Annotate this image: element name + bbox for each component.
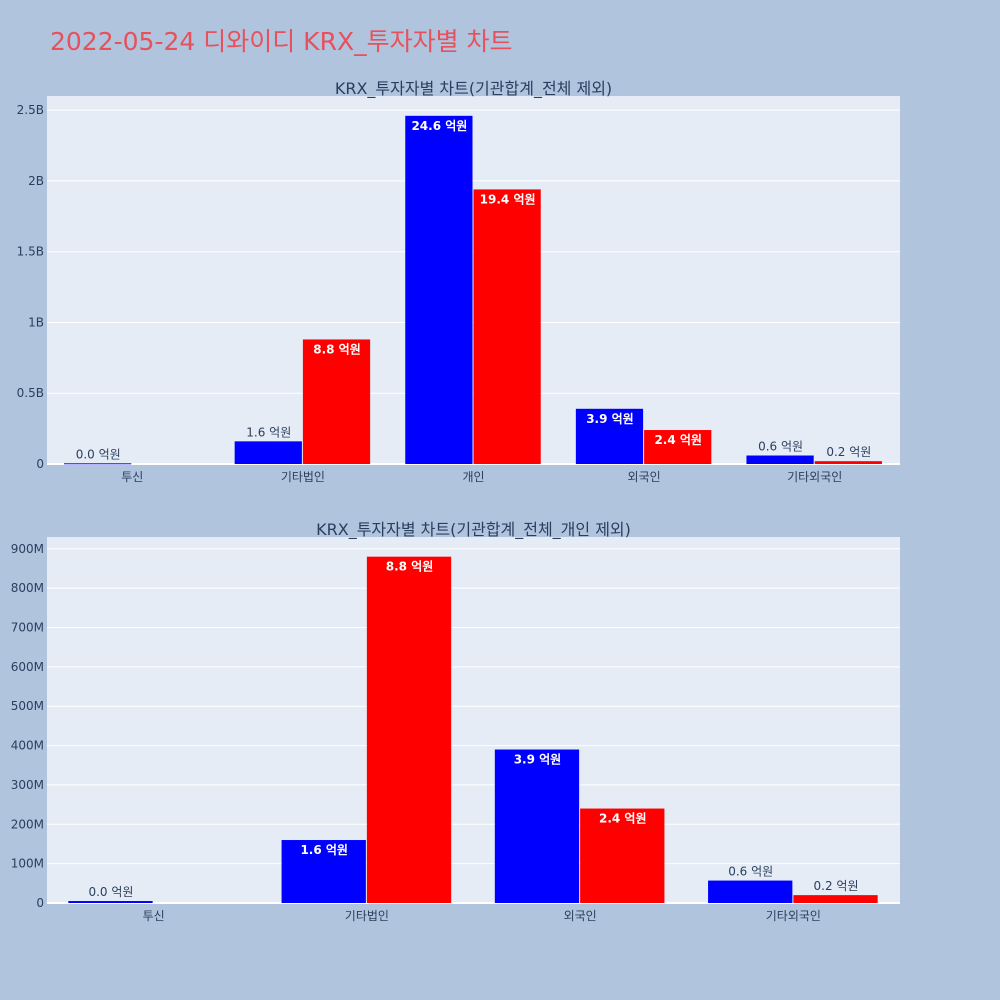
y-tick-label: 1.5B xyxy=(17,245,44,259)
bar-data-label: 3.9 억원 xyxy=(514,753,562,767)
y-tick-label: 400M xyxy=(11,739,44,753)
y-tick-label: 1B xyxy=(28,315,44,329)
y-tick-label: 800M xyxy=(11,581,44,595)
bar-data-label: 0.6 억원 xyxy=(758,440,803,454)
bar xyxy=(64,463,132,465)
bar xyxy=(793,895,878,903)
bar xyxy=(405,115,473,465)
chart-title: KRX_투자자별 차트(기관합계_전체 제외) xyxy=(335,79,612,99)
bar xyxy=(68,901,153,903)
x-tick-label: 기타법인 xyxy=(345,909,389,923)
plot-area xyxy=(47,537,900,903)
x-tick-label: 기타법인 xyxy=(281,470,325,484)
y-tick-label: 2.5B xyxy=(17,103,44,117)
bar-data-label: 2.4 억원 xyxy=(654,433,702,447)
bar-data-label: 0.2 억원 xyxy=(826,445,871,459)
bar-data-label: 8.8 억원 xyxy=(313,342,361,356)
y-tick-label: 0 xyxy=(36,457,44,471)
bar xyxy=(746,455,814,464)
bar xyxy=(644,430,712,464)
x-tick-label: 기타외국인 xyxy=(766,909,821,923)
bar-data-label: 1.6 억원 xyxy=(300,843,348,857)
bar-data-label: 2.4 억원 xyxy=(599,812,647,826)
bar xyxy=(708,880,793,903)
bar xyxy=(302,339,371,464)
x-tick-label: 외국인 xyxy=(628,470,661,484)
y-tick-label: 200M xyxy=(11,817,44,831)
bar-data-label: 8.8 억원 xyxy=(386,560,434,574)
y-tick-label: 0 xyxy=(36,896,44,910)
bar-data-label: 0.2 억원 xyxy=(814,879,859,893)
page-title: 2022-05-24 디와이디 KRX_투자자별 차트 xyxy=(50,27,513,56)
bar-data-label: 1.6 억원 xyxy=(246,425,291,439)
bar xyxy=(234,441,302,464)
y-tick-label: 700M xyxy=(11,621,44,635)
bar-data-label: 0.0 억원 xyxy=(76,447,121,461)
x-tick-label: 외국인 xyxy=(564,909,597,923)
y-tick-label: 100M xyxy=(11,857,44,871)
y-tick-label: 2B xyxy=(28,174,44,188)
bar xyxy=(494,749,580,903)
bar xyxy=(580,808,665,903)
bar-data-label: 0.6 억원 xyxy=(728,865,773,879)
x-tick-label: 투신 xyxy=(121,470,143,484)
y-tick-label: 500M xyxy=(11,699,44,713)
y-tick-label: 0.5B xyxy=(17,386,44,400)
bar-data-label: 0.0 억원 xyxy=(88,885,133,899)
bar-data-label: 3.9 억원 xyxy=(586,412,634,426)
bar-data-label: 19.4 억원 xyxy=(480,192,536,206)
x-tick-label: 투신 xyxy=(143,909,165,923)
bar xyxy=(575,408,644,464)
bar xyxy=(814,461,882,464)
y-tick-label: 900M xyxy=(11,542,44,556)
bar-data-label: 24.6 억원 xyxy=(411,119,467,133)
chart-title: KRX_투자자별 차트(기관합계_전체_개인 제외) xyxy=(316,520,631,540)
y-tick-label: 300M xyxy=(11,778,44,792)
bar xyxy=(366,556,452,903)
bar xyxy=(473,189,541,464)
x-tick-label: 기타외국인 xyxy=(787,470,842,484)
y-tick-label: 600M xyxy=(11,660,44,674)
x-tick-label: 개인 xyxy=(462,470,484,484)
bar xyxy=(281,840,366,903)
